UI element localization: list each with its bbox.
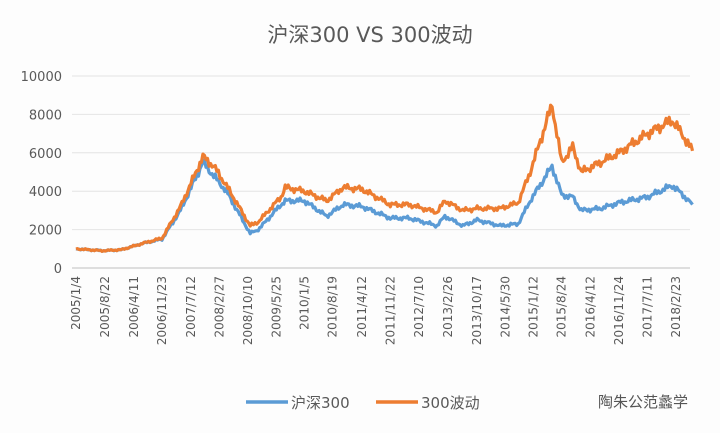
y-tick-label: 6000 — [29, 147, 62, 162]
y-tick-label: 4000 — [29, 185, 62, 200]
x-tick-label: 2015/8/24 — [555, 276, 569, 338]
x-tick-label: 2015/1/12 — [527, 276, 541, 338]
x-tick-label: 2007/7/12 — [184, 276, 198, 338]
x-tick-label: 2005/8/22 — [98, 276, 112, 338]
x-tick-label: 2006/11/23 — [155, 276, 169, 345]
x-tick-label: 2008/10/10 — [241, 276, 255, 345]
y-tick-label: 8000 — [29, 108, 62, 123]
x-tick-label: 2013/10/17 — [470, 276, 484, 345]
x-tick-label: 2012/7/10 — [412, 276, 426, 338]
x-tick-label: 2005/1/4 — [69, 276, 83, 330]
x-tick-label: 2006/4/11 — [127, 276, 141, 338]
chart-title: 沪深300 VS 300波动 — [267, 23, 472, 47]
x-tick-label: 2016/4/12 — [584, 276, 598, 338]
x-tick-label: 2010/1/5 — [297, 276, 311, 330]
x-tick-label: 2011/4/12 — [355, 276, 369, 338]
x-tick-label: 2016/11/24 — [612, 276, 626, 345]
x-tick-label: 2011/11/22 — [383, 276, 397, 345]
y-tick-label: 2000 — [29, 224, 62, 239]
x-tick-label: 2009/5/25 — [269, 276, 283, 338]
series-line-0 — [75, 158, 694, 253]
x-tick-label: 2018/2/23 — [669, 276, 683, 338]
series-line-1 — [75, 103, 695, 253]
x-tick-label: 2014/5/30 — [498, 276, 512, 338]
x-tick-label: 2013/2/26 — [441, 276, 455, 338]
x-tick-label: 2017/7/11 — [641, 276, 655, 338]
x-tick-label: 2008/2/27 — [213, 276, 227, 338]
x-tick-label: 2010/8/19 — [326, 276, 340, 338]
watermark: 陶朱公范蠡学 — [598, 393, 688, 411]
y-tick-label: 10000 — [21, 70, 62, 85]
legend-label: 300波动 — [421, 394, 480, 412]
y-tick-label: 0 — [54, 262, 62, 277]
legend-label: 沪深300 — [291, 394, 350, 412]
